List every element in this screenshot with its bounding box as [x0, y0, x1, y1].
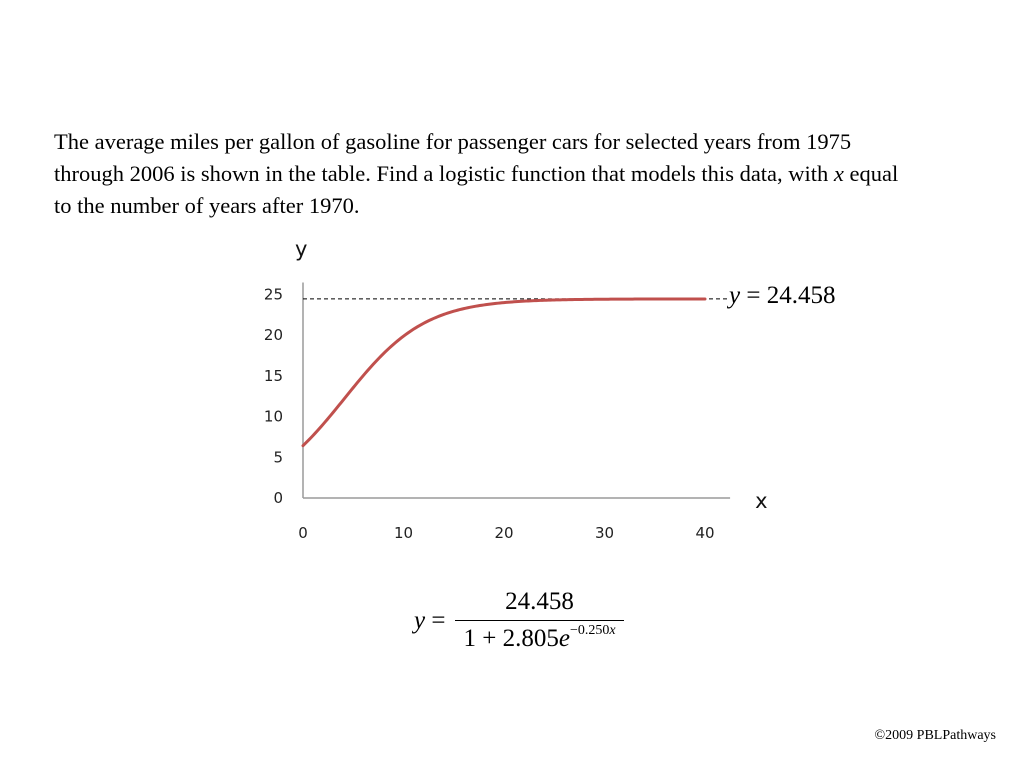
formula-lhs: y =	[414, 607, 445, 635]
problem-x-variable: x	[833, 161, 844, 186]
formula-exponent: −0.250x	[570, 623, 616, 638]
denominator-e: e	[558, 625, 570, 652]
logistic-formula: y = 24.458 1 + 2.805e−0.250x	[414, 588, 624, 653]
asymptote-equals: =	[740, 282, 767, 309]
exponent-x-variable: x	[609, 623, 616, 638]
asymptote-equation: y = 24.458	[729, 282, 835, 310]
asymptote-value: 24.458	[766, 282, 836, 309]
y-tick-label: 10	[264, 408, 283, 426]
formula-fraction: 24.458 1 + 2.805e−0.250x	[455, 588, 624, 653]
y-tick-labels: 0 5 10 15 20 25	[264, 286, 283, 508]
exponent-value: −0.250	[569, 623, 610, 638]
denominator-prefix: 1 + 2.805	[463, 625, 559, 652]
problem-statement: The average miles per gallon of gasoline…	[54, 126, 914, 222]
formula-y-variable: y	[414, 606, 426, 634]
x-tick-label: 20	[494, 524, 513, 542]
x-tick-label: 40	[695, 524, 714, 542]
y-tick-label: 15	[264, 367, 283, 385]
formula-numerator: 24.458	[505, 588, 574, 615]
x-tick-label: 30	[595, 524, 614, 542]
x-axis-label: x	[755, 489, 767, 513]
formula-equals: =	[425, 606, 446, 634]
y-tick-label: 5	[273, 448, 283, 466]
copyright-notice: ©2009 PBLPathways	[874, 728, 996, 743]
y-tick-label: 20	[264, 326, 283, 344]
x-tick-label: 0	[298, 524, 308, 542]
asymptote-y-variable: y	[729, 282, 741, 309]
logistic-curve	[301, 297, 707, 448]
x-tick-label: 10	[394, 524, 413, 542]
formula-denominator: 1 + 2.805e−0.250x	[455, 621, 623, 653]
y-tick-label: 25	[264, 286, 283, 304]
problem-text-start: The average miles per gallon of gasoline…	[54, 129, 852, 186]
problem-text-end: equal to the number of years after 1970.	[54, 161, 899, 218]
y-tick-label: 0	[273, 489, 283, 507]
fraction-bar	[455, 620, 624, 621]
x-tick-labels: 0 10 20 30 40	[298, 524, 714, 542]
y-axis-label: y	[295, 237, 307, 261]
